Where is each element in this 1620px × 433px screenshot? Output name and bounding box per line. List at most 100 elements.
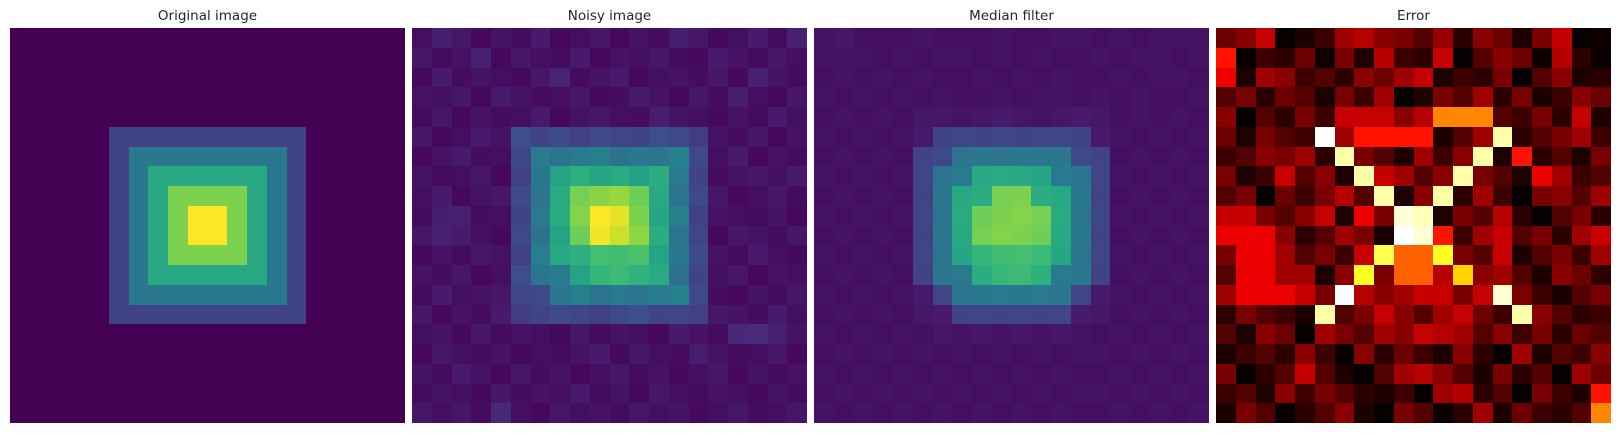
heatmap-cell bbox=[10, 324, 30, 344]
heatmap-cell bbox=[1189, 403, 1209, 423]
heatmap-cell bbox=[1091, 147, 1110, 166]
heatmap-cell bbox=[50, 127, 69, 147]
heatmap-cell bbox=[629, 87, 649, 107]
heatmap-cell bbox=[1354, 127, 1374, 147]
heatmap-cell bbox=[1275, 285, 1295, 305]
heatmap-cell bbox=[1532, 324, 1552, 344]
heatmap-cell bbox=[1091, 226, 1110, 245]
heatmap-cell bbox=[1091, 127, 1110, 147]
heatmap-cell bbox=[50, 344, 69, 364]
heatmap-cell bbox=[432, 285, 452, 305]
heatmap-cell bbox=[787, 186, 807, 206]
heatmap-cell bbox=[346, 403, 366, 423]
heatmap-cell bbox=[148, 166, 168, 186]
heatmap-cell bbox=[590, 206, 610, 226]
heatmap-cell bbox=[287, 344, 306, 364]
heatmap-cell bbox=[873, 344, 893, 364]
heatmap-cell bbox=[669, 107, 689, 127]
heatmap-cell bbox=[768, 127, 787, 147]
heatmap-cell bbox=[188, 186, 208, 206]
heatmap-cell bbox=[1071, 384, 1091, 403]
heatmap-cell bbox=[814, 384, 834, 403]
heatmap-cell bbox=[834, 166, 854, 186]
heatmap-cell bbox=[385, 265, 405, 285]
heatmap-cell bbox=[952, 364, 972, 384]
heatmap-cell bbox=[1552, 403, 1572, 423]
heatmap-cell bbox=[610, 87, 629, 107]
heatmap-cell bbox=[1572, 265, 1591, 285]
heatmap-median-filter bbox=[814, 28, 1209, 423]
heatmap-cell bbox=[1012, 384, 1031, 403]
heatmap-cell bbox=[208, 403, 227, 423]
panel-median-filter: Median filter bbox=[814, 0, 1209, 433]
heatmap-cell bbox=[1071, 48, 1091, 68]
heatmap-cell bbox=[511, 305, 531, 324]
heatmap-cell bbox=[1189, 87, 1209, 107]
heatmap-cell bbox=[893, 285, 913, 305]
heatmap-cell bbox=[1295, 324, 1315, 344]
heatmap-cell bbox=[1433, 265, 1453, 285]
heatmap-cell bbox=[1335, 245, 1354, 265]
heatmap-cell bbox=[893, 206, 913, 226]
heatmap-cell bbox=[1453, 344, 1473, 364]
heatmap-cell bbox=[952, 48, 972, 68]
heatmap-cell bbox=[168, 344, 188, 364]
heatmap-cell bbox=[129, 344, 148, 364]
heatmap-cell bbox=[689, 305, 708, 324]
heatmap-cell bbox=[30, 206, 50, 226]
heatmap-cell bbox=[511, 186, 531, 206]
heatmap-cell bbox=[1150, 87, 1170, 107]
heatmap-cell bbox=[854, 344, 873, 364]
heatmap-cell bbox=[412, 127, 432, 147]
heatmap-cell bbox=[972, 245, 992, 265]
heatmap-cell bbox=[992, 403, 1012, 423]
heatmap-cell bbox=[50, 285, 69, 305]
heatmap-cell bbox=[1091, 403, 1110, 423]
heatmap-cell bbox=[893, 28, 913, 48]
heatmap-cell bbox=[893, 305, 913, 324]
heatmap-cell bbox=[728, 186, 748, 206]
heatmap-cell bbox=[366, 265, 385, 285]
heatmap-cell bbox=[1335, 226, 1354, 245]
heatmap-cell bbox=[89, 285, 109, 305]
heatmap-cell bbox=[1473, 107, 1493, 127]
heatmap-cell bbox=[1130, 48, 1150, 68]
heatmap-cell bbox=[227, 403, 247, 423]
heatmap-cell bbox=[69, 127, 89, 147]
heatmap-cell bbox=[590, 107, 610, 127]
heatmap-cell bbox=[1572, 344, 1591, 364]
heatmap-cell bbox=[1091, 186, 1110, 206]
heatmap-cell bbox=[649, 166, 669, 186]
heatmap-cell bbox=[768, 186, 787, 206]
heatmap-cell bbox=[854, 324, 873, 344]
heatmap-cell bbox=[1256, 127, 1275, 147]
heatmap-cell bbox=[385, 107, 405, 127]
heatmap-cell bbox=[689, 384, 708, 403]
heatmap-cell bbox=[531, 265, 550, 285]
heatmap-cell bbox=[1012, 344, 1031, 364]
heatmap-cell bbox=[89, 107, 109, 127]
heatmap-cell bbox=[247, 28, 267, 48]
heatmap-cell bbox=[366, 305, 385, 324]
heatmap-cell bbox=[1453, 245, 1473, 265]
heatmap-cell bbox=[1216, 364, 1236, 384]
heatmap-cell bbox=[1591, 127, 1611, 147]
heatmap-cell bbox=[188, 344, 208, 364]
heatmap-cell bbox=[531, 87, 550, 107]
heatmap-cell bbox=[69, 305, 89, 324]
heatmap-cell bbox=[1512, 344, 1532, 364]
heatmap-cell bbox=[1493, 265, 1512, 285]
heatmap-cell bbox=[1012, 48, 1031, 68]
heatmap-cell bbox=[992, 364, 1012, 384]
heatmap-cell bbox=[326, 28, 346, 48]
heatmap-cell bbox=[1170, 344, 1189, 364]
heatmap-cell bbox=[610, 305, 629, 324]
heatmap-cell bbox=[814, 28, 834, 48]
heatmap-cell bbox=[531, 324, 550, 344]
heatmap-cell bbox=[1295, 186, 1315, 206]
heatmap-cell bbox=[1110, 68, 1130, 87]
heatmap-cell bbox=[10, 206, 30, 226]
heatmap-cell bbox=[287, 403, 306, 423]
heatmap-cell bbox=[689, 166, 708, 186]
heatmap-cell bbox=[1493, 107, 1512, 127]
